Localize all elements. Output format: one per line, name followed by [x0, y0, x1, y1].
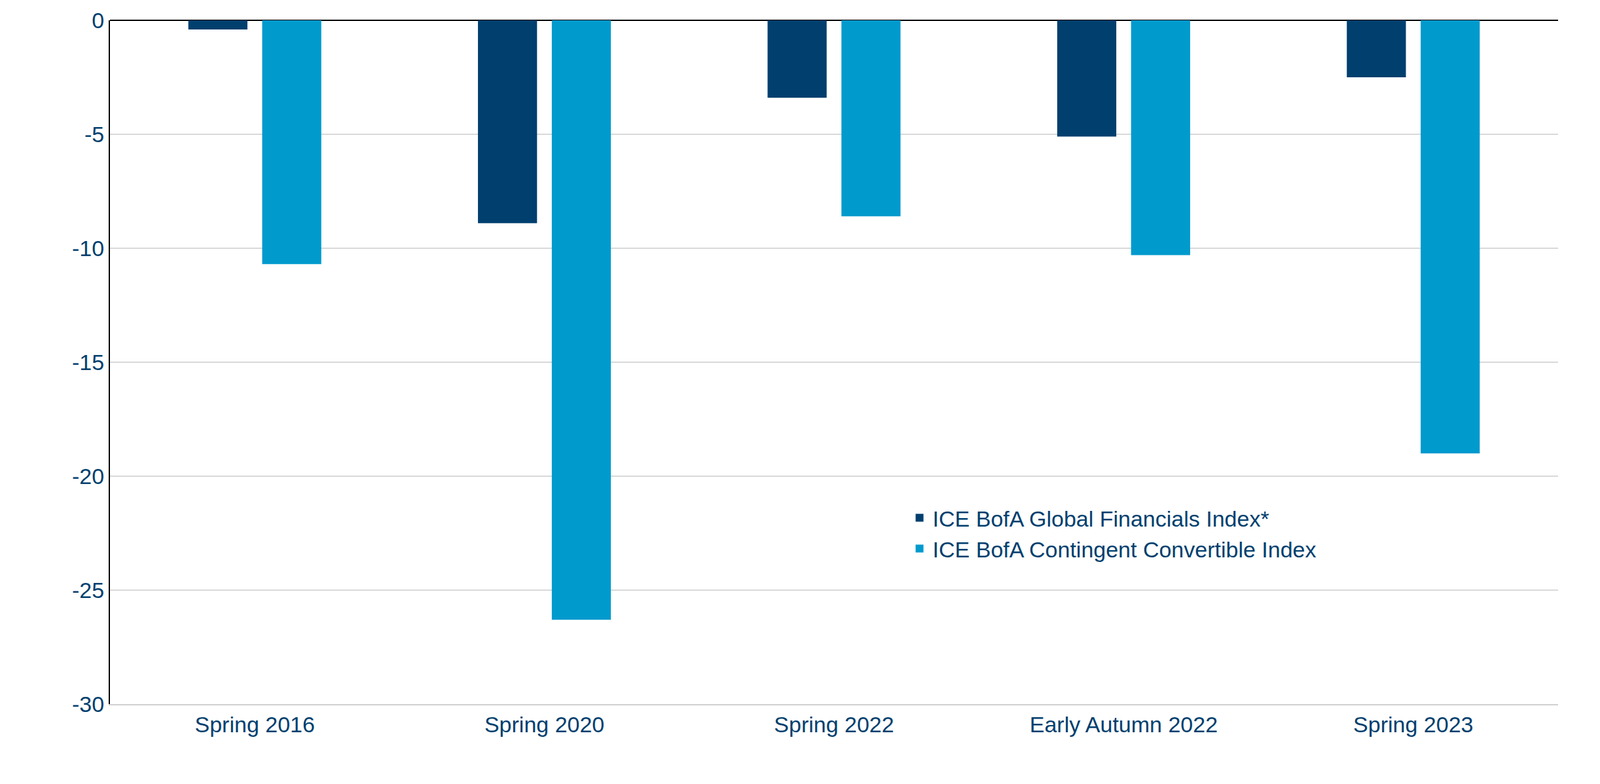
svg-text:ICE BofA Global Financials Ind: ICE BofA Global Financials Index* [932, 506, 1270, 531]
svg-text:Spring 2023: Spring 2023 [1353, 711, 1473, 737]
svg-text:-5: -5 [84, 121, 105, 147]
svg-text:Spring 2020: Spring 2020 [484, 711, 605, 737]
svg-text:0: 0 [91, 7, 105, 33]
svg-text:-20: -20 [72, 463, 105, 489]
svg-text:Early Autumn 2022: Early Autumn 2022 [1029, 711, 1218, 737]
svg-text:-25: -25 [72, 577, 105, 603]
svg-text:-15: -15 [72, 349, 105, 375]
svg-text:-30: -30 [72, 691, 105, 717]
svg-text:ICE BofA Contingent Convertibl: ICE BofA Contingent Convertible Index [932, 536, 1317, 562]
svg-text:Spring 2022: Spring 2022 [773, 711, 894, 737]
svg-text:Spring 2016: Spring 2016 [195, 711, 315, 737]
svg-text:-10: -10 [72, 235, 105, 261]
